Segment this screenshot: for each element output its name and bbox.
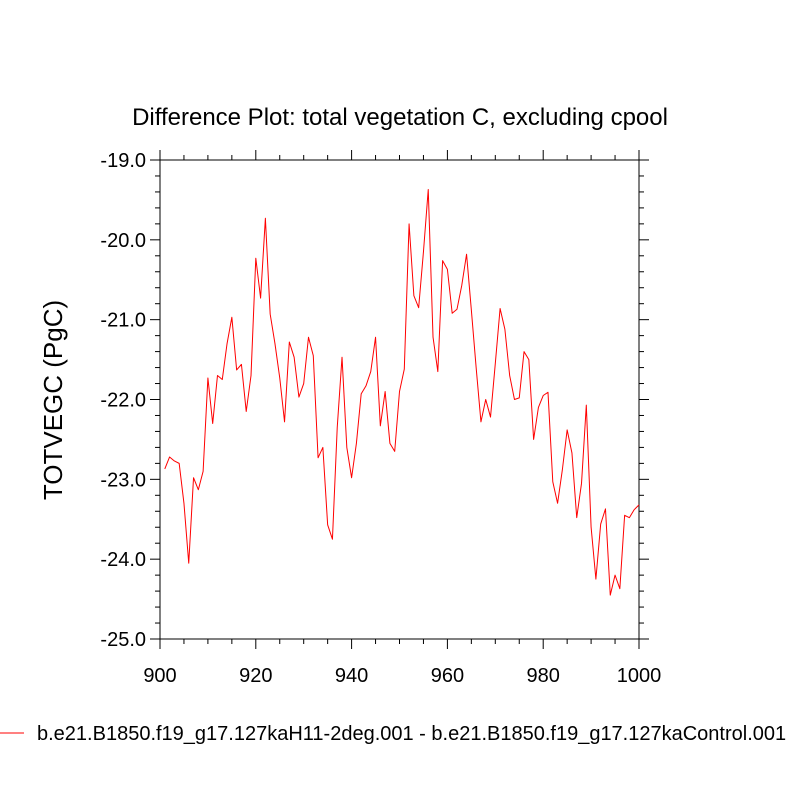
legend-entry-label: b.e21.B1850.f19_g17.127kaH11-2deg.001 - … [37,723,786,745]
y-tick-label: -23.0 [100,469,146,491]
y-tick-label: -24.0 [100,549,146,571]
x-tick-label: 980 [527,665,560,687]
chart-title: Difference Plot: total vegetation C, exc… [132,104,668,131]
x-axis: 900 920 940 960 980 1000 [143,150,661,687]
y-tick-label: -22.0 [100,390,146,412]
x-tick-label: 920 [239,665,272,687]
y-tick-label: -25.0 [100,629,146,651]
series-line [164,189,640,596]
x-tick-label: 960 [431,665,464,687]
y-tick-label: -20.0 [100,230,146,252]
series-layer [164,189,640,596]
y-tick-label: -19.0 [100,150,146,172]
plot-frame [159,159,640,640]
x-tick-label: 900 [143,665,176,687]
y-tick-label: -21.0 [100,310,146,332]
legend: b.e21.B1850.f19_g17.127kaH11-2deg.001 - … [0,723,786,745]
x-tick-label: 940 [335,665,368,687]
x-tick-label: 1000 [617,665,662,687]
y-axis: -19.0 -20.0 -21.0 -22.0 -23.0 -24.0 -25.0 [100,150,649,651]
y-axis-label: TOTVEGC (PgC) [38,300,68,500]
